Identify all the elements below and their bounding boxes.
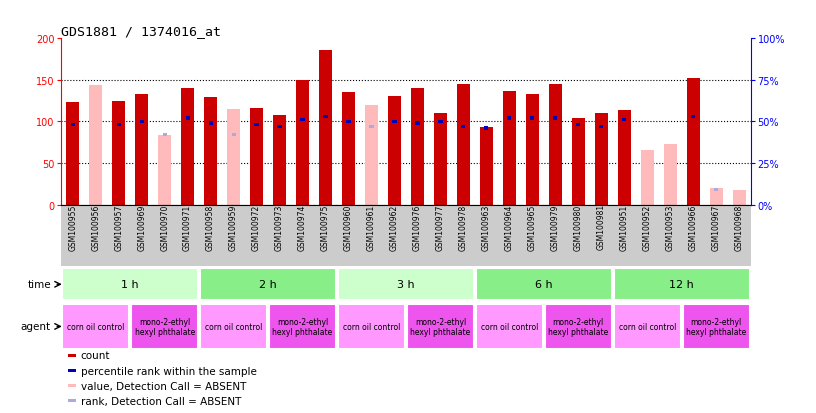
Bar (68, 384, 77, 387)
Bar (232, 134, 236, 137)
Bar (140, 120, 144, 123)
Text: value, Detection Call = ABSENT: value, Detection Call = ABSENT (81, 381, 246, 391)
Bar (200, 304, 267, 349)
Text: 1 h: 1 h (122, 280, 139, 290)
Bar (392, 120, 397, 123)
Bar (338, 304, 405, 349)
Bar (62, 268, 198, 301)
Bar (683, 304, 750, 349)
Bar (68, 354, 77, 357)
Bar (323, 115, 327, 119)
Bar (572, 119, 584, 205)
Bar (641, 151, 654, 205)
Text: time: time (27, 280, 51, 290)
Text: corn oil control: corn oil control (67, 322, 124, 331)
Bar (476, 268, 612, 301)
Bar (664, 145, 676, 205)
Text: corn oil control: corn oil control (343, 322, 400, 331)
Bar (614, 304, 681, 349)
Bar (342, 93, 355, 205)
Bar (117, 123, 121, 127)
Bar (185, 117, 189, 120)
Bar (90, 86, 102, 205)
Bar (200, 268, 336, 301)
Bar (209, 122, 213, 125)
Bar (618, 111, 631, 205)
Text: count: count (81, 351, 110, 361)
Bar (273, 115, 286, 205)
Bar (480, 128, 493, 205)
Bar (503, 92, 516, 205)
Text: GDS1881 / 1374016_at: GDS1881 / 1374016_at (61, 25, 221, 38)
Bar (508, 117, 512, 120)
Bar (251, 109, 263, 205)
Text: mono-2-ethyl
hexyl phthalate: mono-2-ethyl hexyl phthalate (548, 317, 609, 336)
Bar (68, 369, 77, 373)
Text: percentile rank within the sample: percentile rank within the sample (81, 366, 256, 375)
Text: rank, Detection Call = ABSENT: rank, Detection Call = ABSENT (81, 396, 241, 406)
Bar (545, 304, 612, 349)
Bar (476, 304, 543, 349)
Bar (131, 304, 198, 349)
Bar (595, 114, 608, 205)
Bar (687, 79, 699, 205)
Bar (576, 123, 580, 127)
Bar (714, 189, 718, 192)
Bar (277, 125, 282, 129)
Bar (691, 115, 695, 119)
Bar (113, 102, 125, 205)
Bar (347, 120, 351, 123)
Bar (623, 119, 627, 122)
Bar (407, 304, 474, 349)
Bar (485, 127, 489, 131)
Text: 12 h: 12 h (669, 280, 694, 290)
Text: corn oil control: corn oil control (205, 322, 262, 331)
Bar (366, 106, 378, 205)
Text: 6 h: 6 h (535, 280, 552, 290)
Text: mono-2-ethyl
hexyl phthalate: mono-2-ethyl hexyl phthalate (273, 317, 333, 336)
Text: 3 h: 3 h (397, 280, 415, 290)
Bar (255, 123, 259, 127)
Text: agent: agent (20, 322, 51, 332)
Text: mono-2-ethyl
hexyl phthalate: mono-2-ethyl hexyl phthalate (410, 317, 471, 336)
Bar (66, 103, 79, 205)
Bar (388, 97, 401, 205)
Bar (411, 89, 424, 205)
Bar (710, 189, 722, 205)
Bar (158, 135, 171, 205)
Bar (62, 304, 129, 349)
Bar (599, 125, 603, 129)
Bar (457, 85, 470, 205)
Bar (415, 122, 419, 125)
Text: mono-2-ethyl
hexyl phthalate: mono-2-ethyl hexyl phthalate (135, 317, 195, 336)
Bar (162, 134, 166, 137)
Bar (438, 120, 442, 123)
Bar (461, 125, 465, 129)
Bar (228, 109, 240, 205)
Text: 2 h: 2 h (259, 280, 277, 290)
Bar (71, 123, 75, 127)
Text: corn oil control: corn oil control (481, 322, 538, 331)
Text: corn oil control: corn oil control (619, 322, 676, 331)
Bar (269, 304, 336, 349)
Bar (530, 117, 534, 120)
Bar (733, 190, 746, 205)
Bar (296, 81, 308, 205)
Bar (553, 117, 557, 120)
Bar (370, 125, 374, 129)
Bar (68, 399, 77, 403)
Bar (181, 89, 194, 205)
Bar (614, 268, 750, 301)
Bar (135, 95, 148, 205)
Bar (319, 50, 332, 205)
Bar (434, 114, 446, 205)
Bar (549, 85, 561, 205)
Bar (204, 98, 217, 205)
Text: mono-2-ethyl
hexyl phthalate: mono-2-ethyl hexyl phthalate (686, 317, 747, 336)
Bar (300, 119, 304, 122)
Bar (526, 95, 539, 205)
Bar (338, 268, 474, 301)
